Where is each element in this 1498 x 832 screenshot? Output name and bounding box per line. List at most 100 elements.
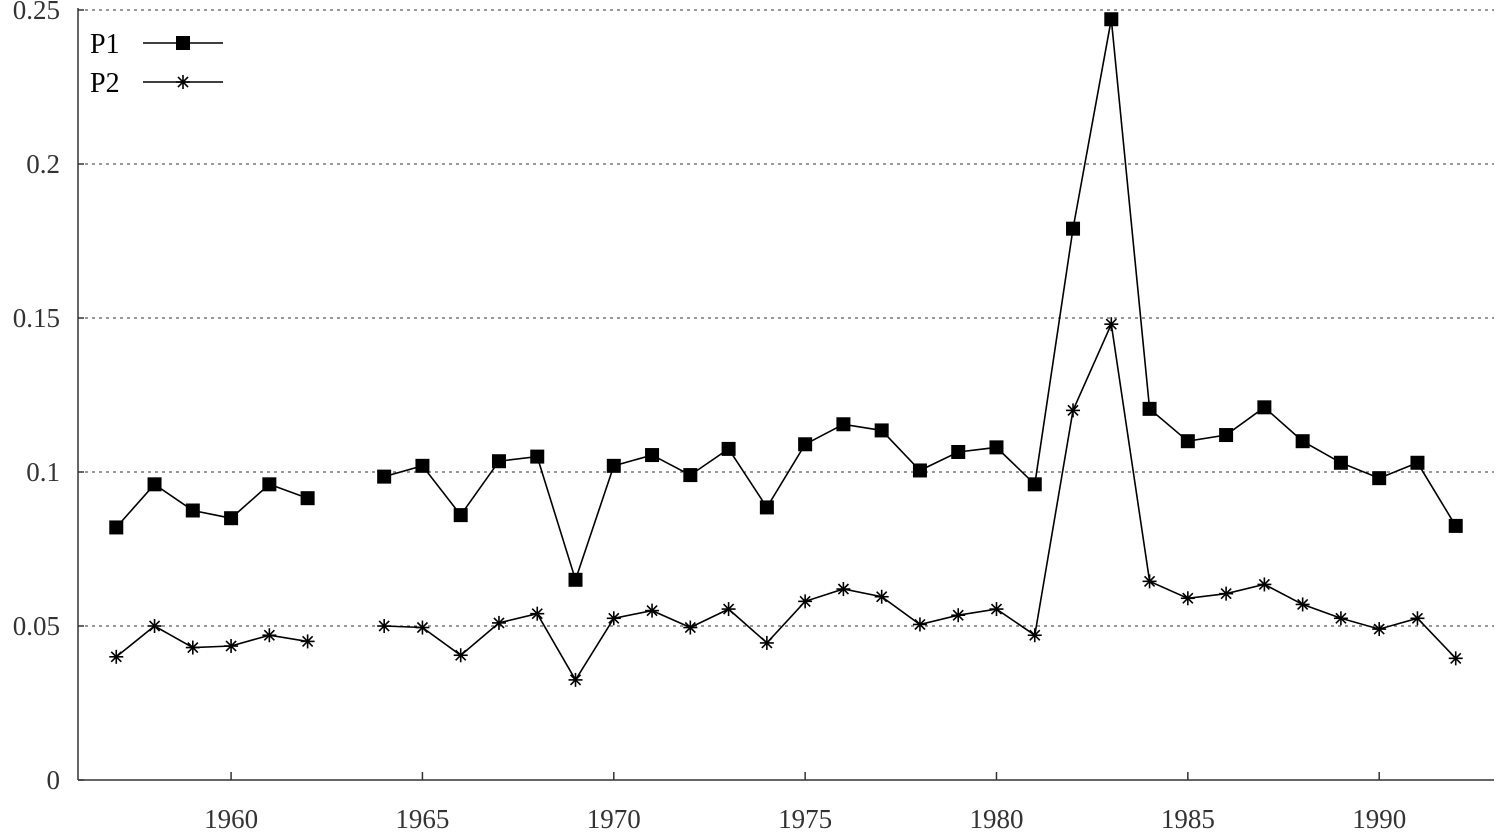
data-point: [1448, 518, 1463, 533]
y-tick-label: 0.1: [26, 457, 60, 487]
legend-label: P2: [90, 68, 120, 99]
data-point: [415, 620, 430, 635]
data-point: [606, 458, 621, 473]
data-point: [606, 611, 621, 626]
data-point: [836, 582, 851, 597]
data-point: [185, 503, 200, 518]
asterisk-stroke: [378, 620, 390, 632]
asterisk-stroke: [225, 640, 237, 652]
data-point: [1372, 622, 1387, 637]
data-point: [1295, 597, 1310, 612]
data-point: [1142, 574, 1157, 589]
data-point: [300, 634, 315, 649]
asterisk-stroke: [493, 617, 505, 629]
data-point: [1410, 611, 1425, 626]
asterisk-stroke: [990, 603, 1003, 615]
x-tick-label: 1980: [969, 804, 1023, 832]
y-axis-ticks: 0 0.05 0.1 0.15 0.2 0.25: [13, 0, 84, 795]
data-point: [836, 417, 851, 432]
data-point: [415, 458, 430, 473]
data-point: [1257, 577, 1272, 592]
data-point: [530, 606, 545, 621]
data-point: [645, 603, 660, 618]
series-line: [115, 19, 1457, 583]
asterisk-stroke: [876, 591, 888, 603]
y-tick-label: 0.25: [13, 0, 60, 25]
asterisk-stroke: [646, 604, 658, 617]
data-point: [989, 440, 1004, 455]
data-point: [683, 468, 698, 483]
data-point: [1142, 401, 1157, 416]
asterisk-stroke: [177, 76, 189, 88]
data-point: [453, 508, 468, 523]
asterisk-stroke: [608, 612, 620, 624]
data-point: [912, 617, 927, 632]
data-point: [109, 649, 124, 664]
data-point: [491, 454, 506, 469]
legend-marker: [176, 36, 190, 50]
x-tick-label: 1970: [587, 804, 641, 832]
data-point: [1066, 221, 1081, 236]
data-point: [224, 639, 239, 654]
data-point: [568, 572, 583, 587]
series-line: [115, 321, 1457, 682]
asterisk-stroke: [1297, 598, 1309, 611]
asterisk-stroke: [263, 629, 275, 641]
asterisk-stroke: [1029, 629, 1041, 641]
asterisk-stroke: [1373, 623, 1385, 635]
data-point: [1333, 611, 1348, 626]
data-point: [1104, 12, 1119, 27]
legend-label: P1: [90, 29, 120, 60]
data-point: [912, 463, 927, 478]
data-point: [721, 602, 736, 617]
data-point: [147, 619, 162, 633]
x-tick-label: 1960: [204, 804, 258, 832]
asterisk-stroke: [1335, 612, 1347, 624]
data-point: [721, 441, 736, 456]
data-point: [1372, 471, 1387, 486]
asterisk-stroke: [914, 618, 926, 631]
asterisk-stroke: [1220, 588, 1232, 600]
data-point: [989, 602, 1004, 617]
data-point: [109, 520, 124, 535]
data-point: [874, 589, 889, 604]
y-tick-label: 0.2: [26, 149, 60, 179]
data-point: [147, 477, 162, 492]
asterisk-stroke: [455, 649, 467, 661]
data-point: [1448, 651, 1463, 666]
data-point: [300, 491, 315, 506]
data-point: [683, 620, 698, 635]
asterisk-stroke: [1182, 592, 1194, 604]
asterisk-stroke: [148, 620, 161, 632]
asterisk-stroke: [837, 583, 850, 595]
data-point: [491, 615, 506, 630]
asterisk-stroke: [1143, 575, 1156, 587]
data-point: [1295, 434, 1310, 449]
data-point: [951, 608, 966, 623]
asterisk-stroke: [1105, 318, 1117, 330]
data-point: [262, 628, 277, 643]
data-point: [759, 500, 774, 515]
asterisk-stroke: [722, 603, 735, 615]
asterisk-stroke: [1067, 404, 1079, 417]
data-point: [530, 449, 545, 464]
x-tick-label: 1990: [1352, 804, 1406, 832]
asterisk-stroke: [799, 595, 811, 607]
data-point: [1027, 628, 1042, 643]
data-point: [1257, 400, 1272, 415]
series-p1: [109, 12, 1463, 587]
data-point: [1410, 455, 1425, 470]
asterisk-stroke: [531, 608, 543, 620]
data-point: [645, 448, 660, 463]
series-p2: [109, 317, 1463, 687]
asterisk-stroke: [684, 621, 696, 634]
data-point: [1333, 455, 1348, 470]
data-point: [759, 635, 774, 650]
data-point: [377, 469, 392, 484]
asterisk-stroke: [569, 674, 582, 686]
data-point: [1027, 477, 1042, 492]
data-point: [1066, 403, 1081, 418]
data-point: [568, 672, 583, 687]
legend-marker: [176, 75, 190, 89]
